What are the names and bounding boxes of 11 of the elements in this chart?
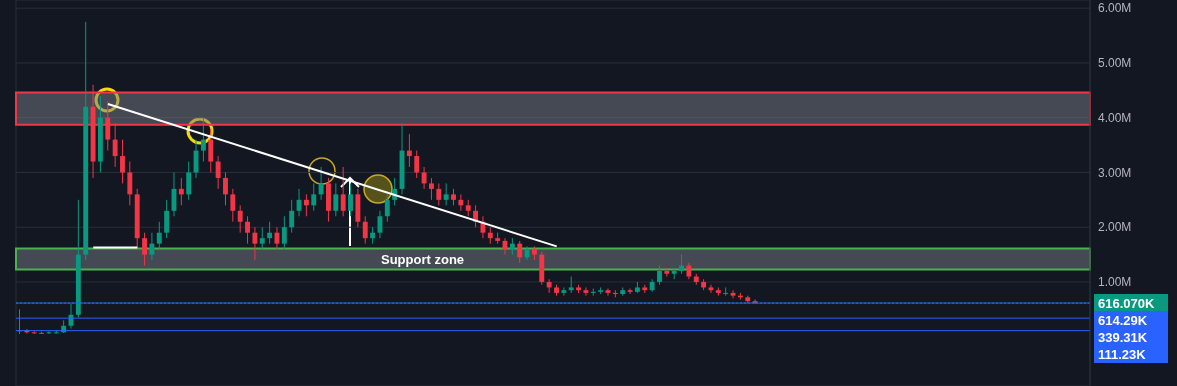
ref-line-label: 111.23K (1098, 346, 1147, 362)
band-label: Support zone (381, 251, 465, 267)
y-tick-label: 6.00M (1098, 1, 1132, 16)
y-tick-label: 3.00M (1098, 165, 1132, 180)
y-tick-label: 1.00M (1098, 275, 1132, 290)
y-tick-label: 2.00M (1098, 220, 1132, 235)
ref-line-label: 616.070K (1098, 295, 1155, 311)
y-tick-label: 5.00M (1098, 56, 1132, 71)
ref-line-label: 339.31K (1098, 329, 1148, 345)
y-tick-label: 4.00M (1098, 110, 1132, 125)
ref-line-label: 614.29K (1098, 312, 1148, 328)
